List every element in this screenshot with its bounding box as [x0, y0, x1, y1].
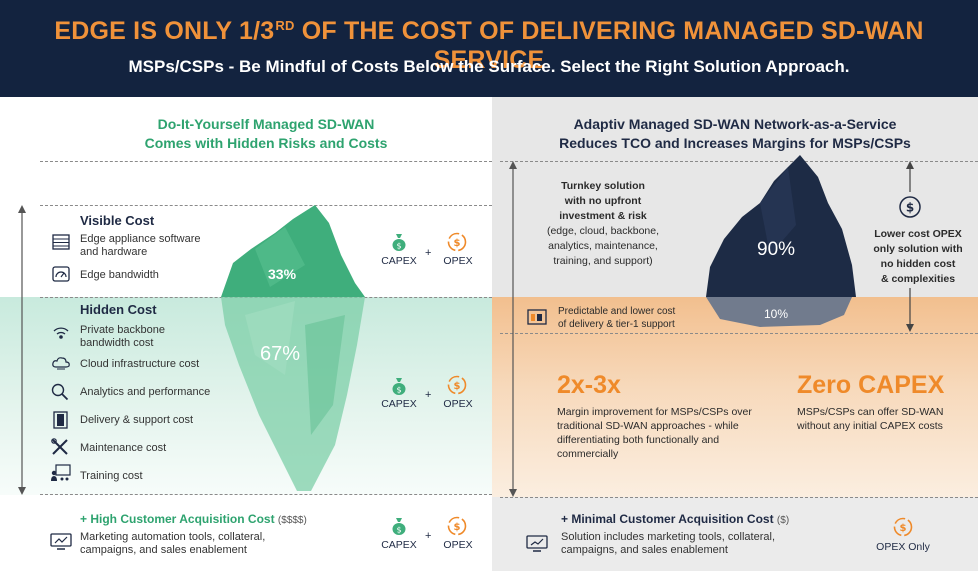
margin-big-number: 2x-3x [557, 371, 621, 399]
lower-opex-text: Lower cost OPEX only solution with no hi… [873, 228, 963, 285]
right-top-divider [500, 161, 978, 162]
page-title: EDGE IS ONLY 1/3RD OF THE COST OF DELIVE… [54, 17, 924, 74]
predictable-text: Predictable and lower cost of delivery &… [558, 306, 676, 330]
tools-icon [51, 438, 68, 455]
opex-coin-icon: $ [447, 375, 467, 395]
left-height-arrow [18, 205, 26, 495]
cloud-icon [52, 357, 70, 370]
hidden-percent: 67% [260, 343, 301, 365]
plus-acquisition: + [425, 530, 432, 542]
capex-bag-icon: $ [392, 234, 406, 251]
left-bottom-divider [40, 494, 492, 495]
left-top-divider [40, 161, 492, 162]
visible-item-bandwidth: Edge bandwidth [80, 269, 159, 281]
monitor-icon [50, 533, 72, 550]
svg-text:$: $ [454, 522, 461, 533]
visible-item-appliance: Edge appliance software and hardware [80, 233, 201, 258]
opex-label-acquisition: OPEX [443, 539, 473, 551]
training-icon [51, 464, 71, 481]
hidden-item-delivery: Delivery & support cost [80, 414, 194, 426]
zero-capex-description: MSPs/CSPs can offer SD-WAN without any i… [797, 406, 944, 432]
svg-text:$: $ [900, 523, 907, 534]
right-hidden-band [492, 297, 978, 497]
hidden-item-cloud: Cloud infrastructure cost [80, 358, 200, 370]
right-column-title: Adaptiv Managed SD-WAN Network-as-a-Serv… [559, 116, 911, 151]
capex-label-acquisition: CAPEX [381, 539, 417, 551]
adaptiv-iceberg [706, 155, 856, 327]
svg-text:$: $ [396, 526, 401, 535]
adaptiv-bottom-percent: 10% [764, 307, 789, 321]
capex-bag-icon: $ [392, 518, 406, 535]
plus-hidden: + [425, 389, 432, 401]
opex-coin-icon: $ [447, 232, 467, 252]
opex-label-hidden: OPEX [443, 398, 473, 410]
hidden-item-training: Training cost [80, 470, 143, 482]
hidden-item-backbone: Private backbone bandwidth cost [80, 324, 165, 349]
hidden-cost-heading: Hidden Cost [80, 302, 157, 317]
wifi-icon [53, 327, 69, 339]
page-subtitle: MSPs/CSPs - Be Mindful of Costs Below th… [128, 57, 850, 76]
hidden-item-analytics: Analytics and performance [80, 386, 211, 398]
left-column-title: Do-It-Yourself Managed SD-WAN Comes with… [144, 116, 388, 151]
opex-coin-icon: $ [447, 516, 467, 536]
opex-only-label: OPEX Only [876, 541, 930, 553]
high-acquisition-heading: + High Customer Acquisition Cost ($$$$) [80, 512, 307, 526]
header-banner: EDGE IS ONLY 1/3RD OF THE COST OF DELIVE… [0, 0, 978, 97]
turnkey-text: Turnkey solution with no upfront investm… [546, 180, 660, 267]
visible-percent: 33% [268, 266, 297, 282]
margin-description: Margin improvement for MSPs/CSPs over tr… [557, 406, 752, 460]
minimal-acquisition-heading: + Minimal Customer Acquisition Cost ($) [561, 512, 790, 526]
down-arrow-icon [906, 288, 914, 332]
svg-text:$: $ [906, 201, 914, 215]
up-arrow-icon [906, 161, 914, 192]
adaptiv-top-percent: 90% [757, 239, 796, 260]
calendar-icon [527, 309, 547, 325]
visible-cost-heading: Visible Cost [80, 213, 155, 228]
left-waterline-top [40, 205, 492, 206]
chart-monitor-icon [526, 535, 548, 552]
zero-capex-heading: Zero CAPEX [797, 371, 945, 399]
svg-text:$: $ [454, 381, 461, 392]
svg-text:$: $ [454, 238, 461, 249]
svg-text:$: $ [396, 386, 401, 395]
plus-visible: + [425, 247, 432, 259]
capex-bag-icon: $ [392, 378, 406, 395]
minimal-acquisition-desc: Solution includes marketing tools, colla… [561, 531, 776, 556]
hidden-item-maintenance: Maintenance cost [80, 442, 167, 454]
appliance-icon [52, 234, 70, 250]
capex-label-hidden: CAPEX [381, 398, 417, 410]
opex-label-visible: OPEX [443, 255, 473, 267]
right-bottom-divider [500, 497, 978, 498]
dollar-coin-icon: $ [899, 196, 921, 218]
door-icon [53, 411, 68, 429]
gauge-icon [52, 266, 70, 282]
high-acquisition-desc: Marketing automation tools, collateral, … [80, 531, 266, 556]
right-height-arrow [509, 161, 517, 497]
capex-label-visible: CAPEX [381, 255, 417, 267]
diy-iceberg [221, 205, 365, 491]
svg-text:$: $ [396, 242, 401, 251]
right-waterline [500, 333, 978, 334]
magnifier-icon [51, 383, 69, 401]
opex-coin-icon: $ [893, 517, 913, 537]
